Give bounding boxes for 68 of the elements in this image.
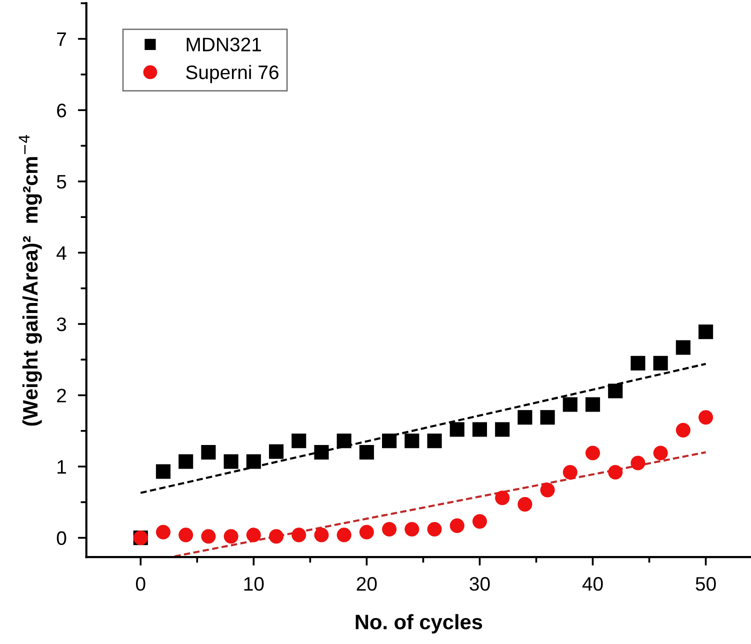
y-tick-label: 4	[56, 246, 66, 260]
point	[404, 522, 420, 537]
point	[224, 529, 238, 544]
point	[518, 497, 532, 512]
point	[268, 444, 284, 459]
point	[427, 522, 442, 537]
y-tick-label: 2	[57, 388, 66, 402]
point	[427, 434, 442, 448]
point	[178, 528, 194, 542]
point	[224, 454, 238, 469]
x-tick-label: 50	[696, 577, 716, 591]
point	[246, 454, 261, 469]
point	[246, 528, 261, 542]
point	[201, 529, 216, 544]
y-tick-label: 5	[56, 175, 66, 189]
point	[608, 464, 623, 480]
point	[450, 422, 464, 437]
point	[404, 434, 420, 448]
x-tick-label: 40	[582, 577, 603, 591]
point	[359, 444, 374, 460]
point	[562, 397, 578, 412]
y-axis-title: (Weight gain/Area)² mg²cm$^{−4}$	[18, 134, 42, 426]
x-tick-label: 10	[244, 577, 264, 591]
point	[676, 340, 690, 355]
legend-label: Superni 76	[186, 64, 278, 84]
point	[292, 528, 306, 542]
y-tick-label: 0	[56, 531, 66, 546]
point	[156, 464, 171, 479]
point	[495, 490, 510, 506]
point	[698, 324, 714, 340]
legend-label: MDN321	[186, 38, 261, 52]
point	[540, 410, 555, 425]
point	[268, 529, 284, 544]
point	[450, 518, 464, 533]
point	[495, 422, 510, 437]
point	[336, 528, 352, 542]
x-tick-label: 0	[136, 577, 146, 591]
point	[630, 456, 646, 470]
point	[676, 422, 690, 438]
point	[518, 410, 532, 425]
point	[540, 482, 555, 498]
x-tick-label: 20	[356, 577, 377, 591]
y-tick-label: 6	[57, 104, 66, 118]
point	[585, 446, 600, 460]
x-axis-title: No. of cycles	[356, 614, 482, 634]
point	[314, 528, 329, 542]
point	[178, 454, 194, 469]
point	[359, 524, 374, 540]
point	[472, 514, 488, 529]
point	[698, 410, 714, 425]
point	[336, 434, 352, 448]
y-tick-label: 1	[58, 460, 66, 474]
y-tick-label: 7	[57, 32, 66, 46]
y-tick-label: 3	[56, 317, 66, 332]
point	[382, 434, 397, 448]
x-tick-label: 30	[470, 577, 490, 591]
point	[156, 524, 171, 540]
point	[585, 397, 600, 412]
point	[201, 444, 216, 460]
point	[472, 422, 488, 437]
point	[382, 522, 397, 537]
point	[292, 434, 306, 448]
point	[653, 356, 668, 370]
point	[562, 464, 578, 480]
point	[314, 444, 329, 460]
point	[630, 356, 646, 370]
point	[608, 384, 623, 398]
point	[653, 446, 668, 460]
